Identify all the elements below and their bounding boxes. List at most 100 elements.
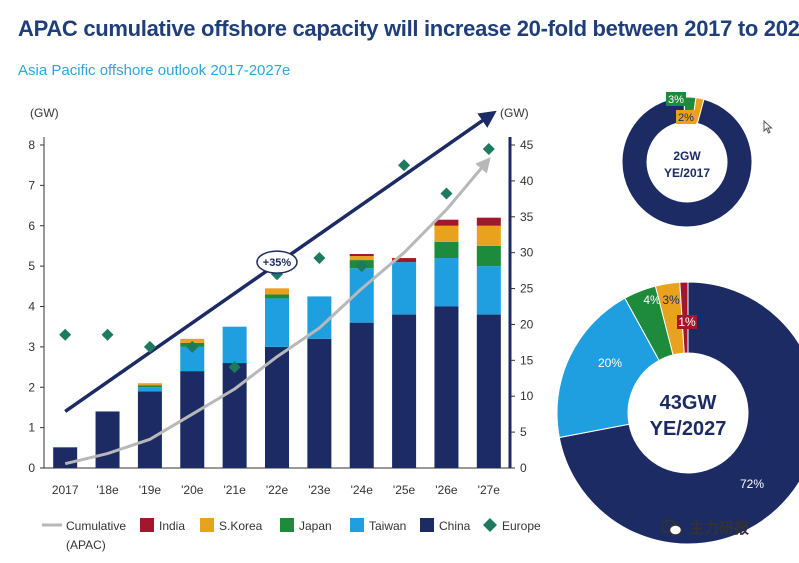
legend-swatch-india: [140, 518, 154, 532]
slice-label: 20%: [598, 356, 622, 370]
left-tick-label: 6: [28, 219, 35, 233]
x-tick-label: '22e: [266, 483, 289, 497]
europe-marker: [186, 340, 199, 353]
legend-swatch-china: [420, 518, 434, 532]
europe-marker: [101, 328, 114, 341]
left-tick-label: 7: [28, 178, 35, 192]
bar-segment-china: [392, 314, 417, 468]
right-tick-label: 45: [520, 138, 534, 152]
bar-segment-japan: [476, 245, 501, 267]
bar-segment-taiwan: [265, 298, 289, 347]
donut-slice-taiwan: [556, 297, 660, 439]
bar-segment-china: [53, 447, 78, 468]
right-tick-label: 10: [520, 389, 534, 403]
legend-label-taiwan: Taiwan: [369, 519, 406, 533]
right-tick-label: 0: [520, 461, 527, 475]
left-tick-label: 2: [28, 380, 35, 394]
x-tick-label: '24e: [351, 483, 374, 497]
bar-segment-india: [392, 258, 417, 263]
growth-annotation-bubble: [256, 250, 298, 274]
x-tick-label: '23e: [308, 483, 331, 497]
right-tick-label: 25: [520, 282, 534, 296]
europe-marker: [355, 260, 368, 273]
slice-label: 2%: [678, 112, 694, 124]
x-tick-label: '18e: [96, 483, 119, 497]
bar-segment-skorea: [265, 288, 289, 295]
left-tick-label: 5: [28, 259, 35, 273]
donut-center-caption: YE/2017: [664, 166, 710, 180]
right-tick-label: 35: [520, 210, 534, 224]
slice-label-background: [661, 293, 681, 307]
donut-center-value: 43GW: [660, 392, 717, 414]
right-tick-label: 40: [520, 174, 534, 188]
legend-label-skorea: S.Korea: [219, 519, 263, 533]
x-tick-label: '27e: [478, 483, 501, 497]
left-tick-label: 3: [28, 340, 35, 354]
bar-segment-india: [349, 254, 374, 257]
bar-segment-china: [349, 322, 374, 468]
right-tick-label: 20: [520, 317, 534, 331]
watermark-text: 主力研报: [689, 520, 750, 537]
mouse-cursor-icon: [763, 120, 773, 134]
bar-segment-china: [476, 314, 501, 468]
slice-label: 3%: [662, 293, 680, 307]
x-tick-label: '19e: [139, 483, 162, 497]
slice-label-background: [677, 315, 697, 329]
bar-segment-china: [137, 391, 162, 468]
watermark: 主力研报: [661, 517, 749, 538]
x-tick-label: 2017: [52, 483, 79, 497]
x-tick-label: '21e: [223, 483, 246, 497]
legend-label-europe: Europe: [502, 519, 541, 533]
left-tick-label: 8: [28, 138, 35, 152]
left-tick-label: 1: [28, 421, 35, 435]
growth-annotation-label: +35%: [263, 257, 292, 269]
chart-legend: Cumulative (APAC) India S.Korea Japan Taiwan C…: [42, 518, 541, 552]
wechat-icon: [661, 519, 683, 536]
bar-segment-india: [476, 217, 501, 226]
left-axis-label: (GW): [30, 106, 59, 120]
x-tick-label: '25e: [393, 483, 416, 497]
slice-label-background: [666, 92, 686, 106]
legend-swatch-japan: [280, 518, 294, 532]
bar-segment-taiwan: [137, 387, 162, 392]
bar-segment-skorea: [180, 338, 205, 343]
slice-label: 3%: [668, 94, 684, 106]
bar-segment-china: [307, 338, 332, 468]
bar-segment-japan: [53, 447, 78, 448]
slice-label: 4%: [643, 293, 661, 307]
bar-segment-skorea: [434, 225, 459, 242]
europe-marker: [143, 340, 156, 353]
bar-segment-china: [265, 346, 289, 468]
donut-chart-2017: 3% 2% 95% 2GW YE/2017: [621, 92, 753, 244]
legend-label-japan: Japan: [299, 519, 332, 533]
bar-segment-china: [95, 411, 120, 468]
right-tick-label: 5: [520, 425, 527, 439]
x-tick-label: '20e: [181, 483, 204, 497]
europe-marker: [59, 328, 72, 341]
bar-segment-japan: [434, 241, 459, 259]
slice-label-background: [676, 110, 696, 124]
bar-segment-china: [222, 363, 247, 468]
bar-segment-taiwan: [392, 262, 417, 315]
bar-segment-japan: [265, 294, 289, 299]
legend-swatch-taiwan: [350, 518, 364, 532]
left-tick-label: 4: [28, 300, 35, 314]
europe-marker: [313, 252, 326, 265]
legend-label-china: China: [439, 519, 471, 533]
europe-marker: [482, 143, 495, 156]
right-tick-label: 15: [520, 353, 534, 367]
donut-chart-2027: 72% 20% 4% 3% 1% 43GW YE/2027: [556, 281, 799, 545]
bar-segment-china: [434, 306, 459, 468]
donut-center-value: 2GW: [673, 149, 701, 163]
page-subtitle: Asia Pacific offshore outlook 2017-2027e: [18, 62, 291, 79]
legend-swatch-europe: [483, 518, 497, 532]
europe-marker: [440, 187, 453, 200]
donut-slice-china: [621, 96, 753, 228]
bar-segment-skorea: [137, 383, 162, 386]
slice-label: 1%: [678, 315, 696, 329]
right-axis-label: (GW): [500, 106, 529, 120]
bar-segment-taiwan: [476, 266, 501, 315]
bar-segment-skorea: [476, 225, 501, 246]
bar-segment-skorea: [349, 256, 374, 261]
